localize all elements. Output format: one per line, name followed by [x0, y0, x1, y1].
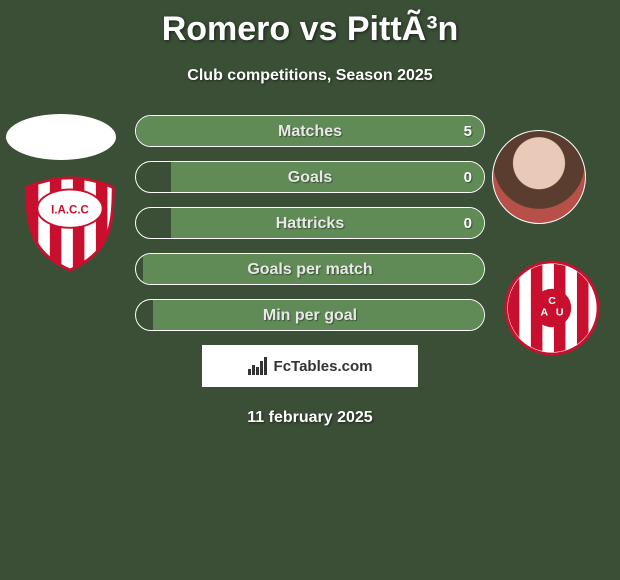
svg-text:U: U: [556, 307, 564, 319]
stat-bar-value-right: 5: [464, 116, 472, 146]
stats-bars: Matches5Goals0Hattricks0Goals per matchM…: [135, 115, 485, 331]
brand-icon: [248, 357, 270, 375]
stat-bar-label: Goals: [136, 162, 484, 192]
page-title: Romero vs PittÃ³n: [0, 0, 620, 49]
stat-bar-label: Hattricks: [136, 208, 484, 238]
svg-text:A: A: [541, 307, 549, 319]
player-right-avatar: [492, 130, 586, 224]
stat-bar-value-right: 0: [464, 208, 472, 238]
stat-bar: Hattricks0: [135, 207, 485, 239]
brand-box: FcTables.com: [202, 345, 418, 387]
stat-bar: Goals0: [135, 161, 485, 193]
brand-text: FcTables.com: [274, 358, 373, 375]
subtitle: Club competitions, Season 2025: [0, 67, 620, 85]
stat-bar-value-right: 0: [464, 162, 472, 192]
stat-bar: Min per goal: [135, 299, 485, 331]
stat-bar-label: Goals per match: [136, 254, 484, 284]
club-left-crest: I.A.C.C: [22, 176, 118, 272]
date-text: 11 february 2025: [0, 409, 620, 427]
stat-bar-label: Matches: [136, 116, 484, 146]
player-left-avatar: [6, 114, 116, 160]
stat-bar: Matches5: [135, 115, 485, 147]
svg-text:C: C: [548, 295, 556, 307]
club-right-crest: C A U: [504, 260, 600, 356]
stat-bar-label: Min per goal: [136, 300, 484, 330]
stat-bar: Goals per match: [135, 253, 485, 285]
svg-text:I.A.C.C: I.A.C.C: [51, 204, 89, 216]
